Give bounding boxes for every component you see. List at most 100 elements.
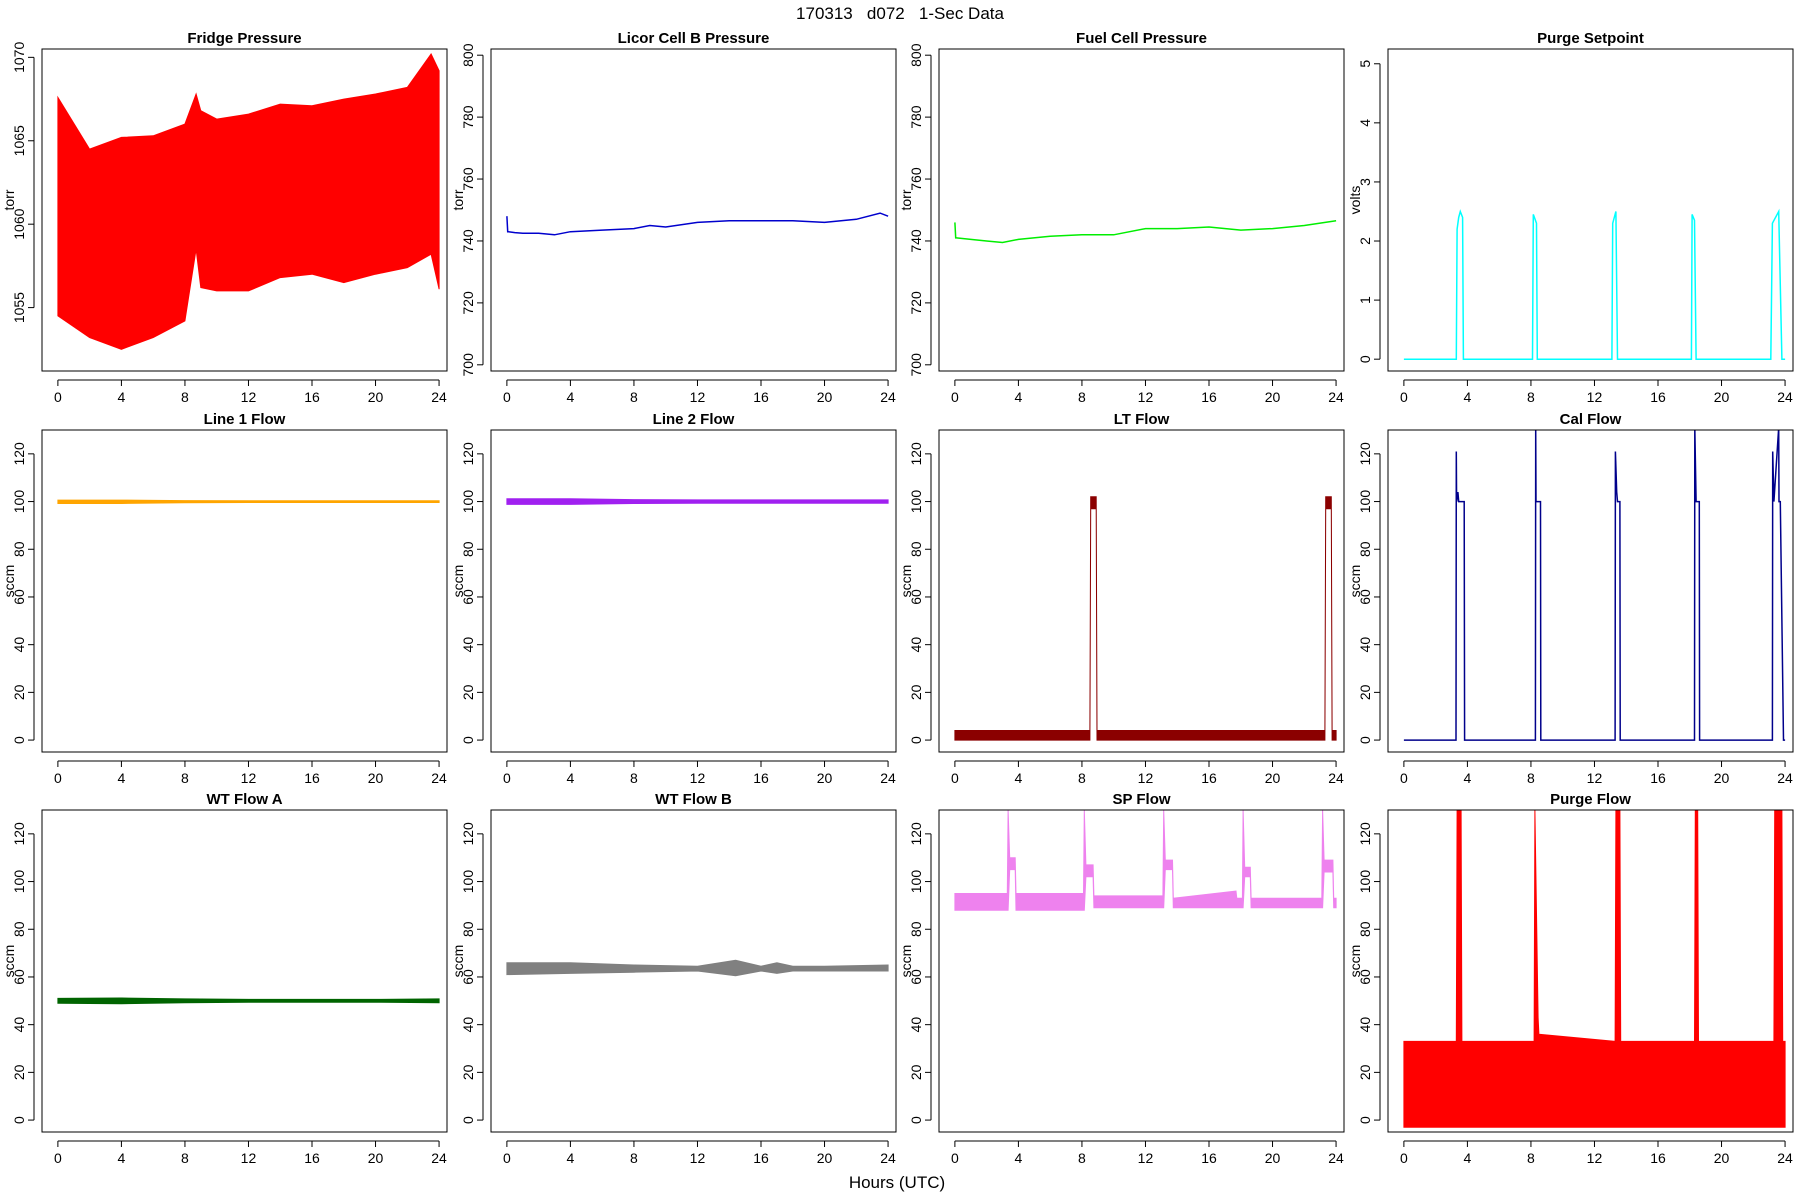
x-tick-label: 12 <box>690 1150 706 1166</box>
x-axis: 0 4 8 12 16 20 24 <box>503 379 896 405</box>
panel-title: WT Flow A <box>206 791 282 808</box>
plot-frame <box>490 809 897 1133</box>
x-tick-label: 8 <box>630 770 638 786</box>
y-tick-label: 0 <box>11 736 27 744</box>
panel-title: WT Flow B <box>655 791 732 808</box>
panel-purge-flow: Purge Flow 0 4 8 12 16 20 24 0 20 40 60 80 100 120 sccm <box>1347 791 1794 1166</box>
x-tick-label: 16 <box>1650 1150 1666 1166</box>
x-tick-label: 4 <box>1464 770 1472 786</box>
series-wt-flow-a <box>57 997 440 1005</box>
y-axis-label: volts <box>1347 186 1363 215</box>
x-tick-label: 16 <box>753 389 769 405</box>
panel-fuel-cell-pressure: Fuel Cell Pressure 0 4 8 12 16 20 24 700 720 740 76… <box>898 30 1345 405</box>
y-tick-label: 800 <box>908 43 924 67</box>
x-tick-label: 4 <box>567 770 575 786</box>
y-axis: 0 20 40 60 80 100 120 <box>11 822 35 1124</box>
y-tick-label: 5 <box>1357 60 1373 68</box>
y-tick-label: 700 <box>908 353 924 377</box>
y-axis-label: sccm <box>450 945 466 978</box>
x-tick-label: 16 <box>304 770 320 786</box>
x-tick-label: 8 <box>1527 1150 1535 1166</box>
y-tick-label: 100 <box>1357 870 1373 894</box>
plot-frame <box>1387 48 1794 372</box>
y-tick-label: 40 <box>11 1017 27 1033</box>
x-axis: 0 4 8 12 16 20 24 <box>951 760 1344 786</box>
series-fridge-pressure <box>57 53 440 350</box>
y-tick-label: 100 <box>460 490 476 514</box>
plot-frame <box>938 429 1345 753</box>
series-lt-flow <box>954 496 1337 741</box>
x-axis: 0 4 8 12 16 20 24 <box>503 760 896 786</box>
x-tick-label: 20 <box>817 770 833 786</box>
y-tick-label: 60 <box>11 969 27 985</box>
x-tick-label: 16 <box>1650 770 1666 786</box>
y-tick-label: 1 <box>1357 296 1373 304</box>
y-axis: 0 20 40 60 80 100 120 <box>460 442 484 744</box>
x-tick-label: 20 <box>368 770 384 786</box>
panel-title: LT Flow <box>1114 411 1170 428</box>
x-tick-label: 4 <box>1015 389 1023 405</box>
x-tick-label: 0 <box>1400 1150 1408 1166</box>
y-tick-label: 20 <box>11 684 27 700</box>
x-tick-label: 12 <box>1587 770 1603 786</box>
panel-title: Line 2 Flow <box>653 411 735 428</box>
panel-title: Line 1 Flow <box>204 411 286 428</box>
y-tick-label: 120 <box>908 442 924 466</box>
x-tick-label: 24 <box>431 389 447 405</box>
series-line-1-flow <box>57 499 440 504</box>
x-tick-label: 4 <box>567 389 575 405</box>
y-axis-label: torr <box>450 189 466 210</box>
y-tick-label: 80 <box>908 541 924 557</box>
series-wt-flow-b <box>506 959 889 977</box>
plot-frame <box>938 48 1345 372</box>
panel-title: Licor Cell B Pressure <box>618 30 770 47</box>
y-tick-label: 0 <box>460 736 476 744</box>
series-band <box>506 959 889 977</box>
y-tick-label: 40 <box>460 1017 476 1033</box>
x-tick-label: 0 <box>54 1150 62 1166</box>
x-tick-label: 24 <box>880 770 896 786</box>
y-tick-label: 120 <box>460 822 476 846</box>
y-tick-label: 60 <box>460 589 476 605</box>
x-axis: 0 4 8 12 16 20 24 <box>54 1140 447 1166</box>
x-tick-label: 20 <box>1714 770 1730 786</box>
series-band <box>1403 810 1786 1128</box>
x-tick-label: 20 <box>1714 1150 1730 1166</box>
x-tick-label: 0 <box>503 1150 511 1166</box>
y-tick-label: 20 <box>1357 1064 1373 1080</box>
x-tick-label: 24 <box>1777 1150 1793 1166</box>
panel-lt-flow: LT Flow 0 4 8 12 16 20 24 0 20 40 60 80 100 120 sccm <box>898 411 1345 786</box>
y-axis-label: sccm <box>1347 565 1363 598</box>
panel-title: SP Flow <box>1112 791 1170 808</box>
y-axis-label: sccm <box>898 565 914 598</box>
x-axis: 0 4 8 12 16 20 24 <box>1400 379 1793 405</box>
y-axis-label: sccm <box>1347 945 1363 978</box>
y-tick-label: 720 <box>460 291 476 315</box>
series-band <box>57 499 440 504</box>
x-axis: 0 4 8 12 16 20 24 <box>951 379 1344 405</box>
y-tick-label: 20 <box>1357 684 1373 700</box>
x-tick-label: 16 <box>1650 389 1666 405</box>
y-tick-label: 4 <box>1357 119 1373 127</box>
y-axis: 700 720 740 760 780 800 <box>908 43 932 377</box>
y-tick-label: 120 <box>1357 822 1373 846</box>
series-licor-cell-b-pressure <box>506 212 889 236</box>
x-tick-label: 16 <box>304 389 320 405</box>
series-fuel-cell-pressure <box>954 220 1337 244</box>
series-band <box>57 997 440 1005</box>
y-tick-label: 3 <box>1357 178 1373 186</box>
y-axis: 0 20 40 60 80 100 120 <box>460 822 484 1124</box>
x-tick-label: 0 <box>503 770 511 786</box>
x-tick-label: 24 <box>1328 389 1344 405</box>
y-tick-label: 60 <box>1357 969 1373 985</box>
y-axis: 700 720 740 760 780 800 <box>460 43 484 376</box>
series-band <box>506 498 889 505</box>
y-tick-label: 80 <box>460 921 476 937</box>
x-tick-label: 24 <box>431 770 447 786</box>
y-tick-label: 120 <box>908 822 924 846</box>
y-tick-label: 0 <box>1357 1116 1373 1124</box>
